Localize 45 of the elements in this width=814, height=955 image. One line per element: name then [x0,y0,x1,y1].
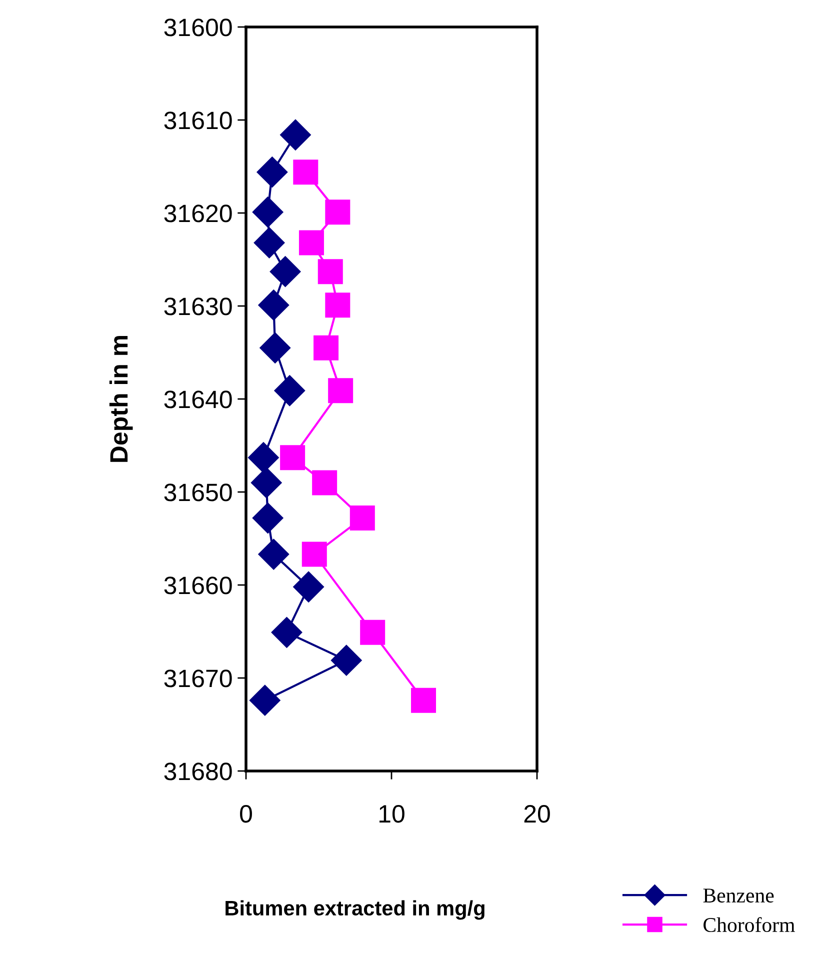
y-tick-label: 31680 [164,762,232,780]
y-tick-label: 31610 [164,112,232,130]
point [325,200,350,225]
y-tick-label: 31670 [164,670,232,688]
point [252,196,284,228]
y-tick-label: 31630 [164,298,232,316]
point [298,230,324,256]
x-tick-label: 0 [240,804,252,823]
point [256,156,288,188]
point [274,375,306,406]
point [293,160,318,185]
point [248,442,279,474]
y-tick-label: 31660 [164,576,232,594]
y-tick-label: 31600 [164,18,232,36]
y-tick-label: 31620 [164,204,232,222]
point [249,684,280,716]
point [312,470,338,496]
x-tick-label: 10 [380,804,404,823]
point [325,292,350,318]
x-axis-title: Bitumen extracted in mg/g [226,900,484,920]
point [314,335,339,360]
point [271,617,302,648]
point [318,259,343,284]
legend-label: Benzene [703,888,774,903]
point [302,542,327,567]
point [280,119,311,150]
point [293,571,324,602]
point [411,688,436,713]
point [258,538,290,570]
point [360,620,386,645]
point [280,445,306,470]
y-tick-label: 31640 [164,390,232,408]
point [258,290,290,320]
point [330,644,362,676]
legend-label: Choroform [704,917,795,932]
point [270,256,301,288]
x-tick-label: 20 [524,804,550,823]
y-tick-label: 31650 [164,484,232,502]
point [328,378,354,404]
point [252,502,284,534]
point [260,332,291,364]
point [350,506,375,531]
point [254,227,285,258]
y-axis-title: Depth in m [109,336,133,462]
point [250,467,282,498]
